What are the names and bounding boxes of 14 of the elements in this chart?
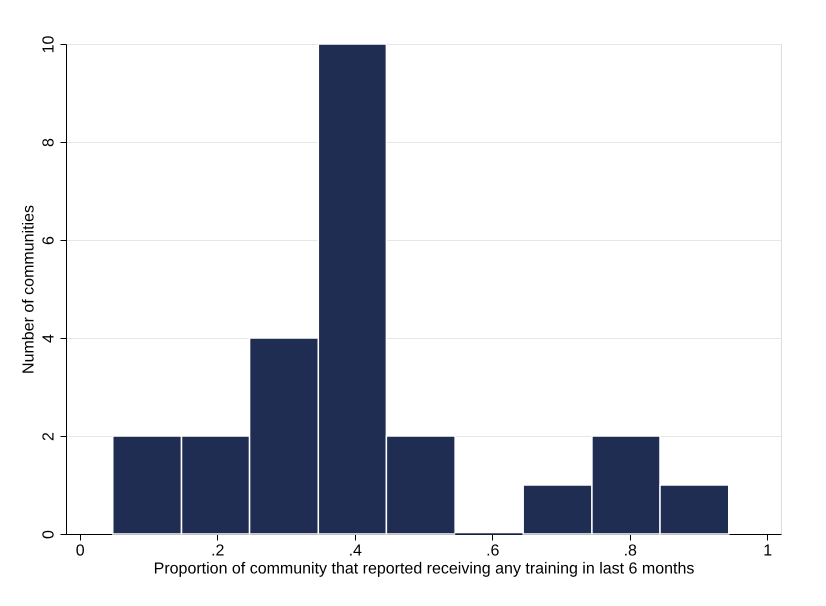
x-tick-label: 1 — [763, 542, 772, 560]
y-axis-title: Number of communities — [20, 205, 38, 374]
y-tick-label: 10 — [40, 36, 58, 54]
x-tick-label: .4 — [348, 542, 362, 560]
x-axis-title: Proportion of community that reported receiving any training in last 6 months — [154, 560, 694, 578]
x-tick-label: .8 — [624, 542, 638, 560]
x-tick-label: .6 — [486, 542, 500, 560]
y-tick-label: 6 — [40, 236, 58, 245]
x-tick-label: 0 — [76, 542, 85, 560]
y-tick-label: 0 — [40, 530, 58, 539]
x-tick-label: .2 — [211, 542, 225, 560]
y-tick-label: 8 — [40, 138, 58, 147]
y-tick-label: 2 — [40, 432, 58, 441]
y-tick-label: 4 — [40, 334, 58, 343]
